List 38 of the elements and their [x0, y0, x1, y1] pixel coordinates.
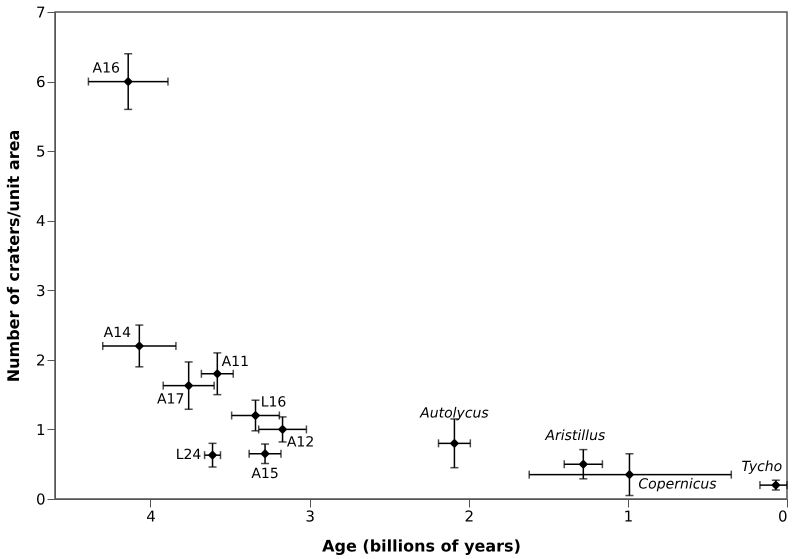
point	[450, 438, 460, 448]
annotation: Aristillus	[544, 428, 606, 444]
x-tick-label: 0	[778, 508, 788, 526]
annotation: Tycho	[741, 459, 782, 476]
annotation: A11	[222, 354, 250, 370]
y-tick-label: 7	[36, 4, 46, 22]
point	[208, 450, 218, 460]
y-tick-label: 4	[36, 212, 46, 230]
point	[212, 369, 222, 379]
point	[134, 341, 144, 351]
annotation: A15	[251, 466, 279, 482]
annotation: A14	[104, 324, 132, 341]
point	[184, 380, 194, 390]
point	[123, 76, 133, 86]
point	[260, 449, 270, 459]
x-tick-label: 2	[464, 508, 474, 526]
y-tick-label: 5	[36, 142, 46, 161]
annotation: A17	[156, 392, 184, 408]
y-tick-label: 3	[36, 282, 46, 300]
annotation: A16	[92, 60, 120, 77]
point	[578, 459, 588, 469]
y-tick-label: 1	[36, 420, 46, 439]
point	[624, 470, 634, 480]
annotation: Autolycus	[419, 405, 489, 422]
annotation: A12	[286, 434, 314, 450]
point	[278, 424, 288, 434]
x-axis-title: Age (billions of years)	[322, 536, 521, 556]
annotation: L24	[176, 447, 202, 464]
annotation: Copernicus	[638, 476, 717, 493]
point	[250, 410, 260, 420]
x-tick-label: 1	[624, 508, 634, 526]
x-tick-label: 4	[146, 508, 156, 526]
y-tick-label: 0	[36, 490, 46, 508]
y-tick-label: 2	[36, 351, 46, 370]
y-axis-title: Number of craters/unit area	[4, 130, 23, 382]
x-tick-label: 3	[305, 508, 315, 526]
y-tick-label: 6	[36, 73, 46, 92]
annotation: L16	[260, 394, 286, 411]
